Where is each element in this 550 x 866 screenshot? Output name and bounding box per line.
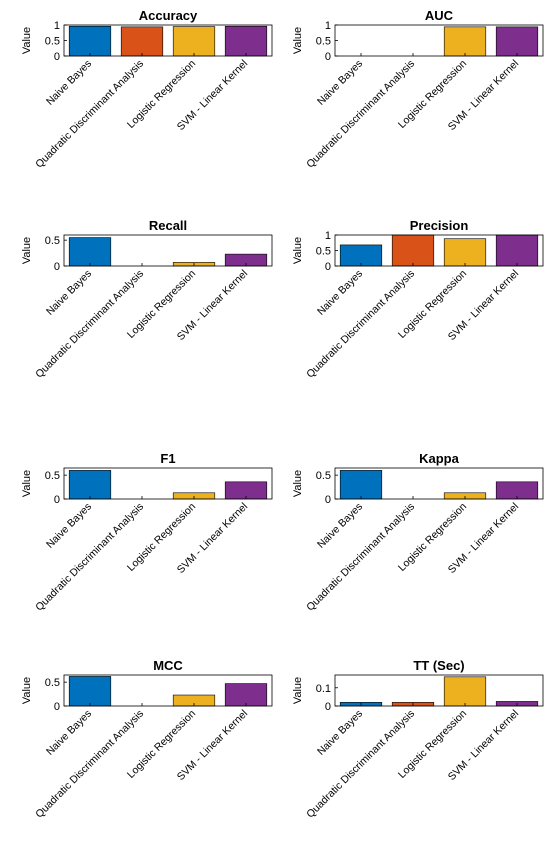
chart-precision-ytick-label-0: 0: [325, 261, 331, 273]
chart-f1-ytick-label-0: 0: [54, 494, 60, 506]
chart-precision-ytick-label-0-5: 0.5: [316, 246, 331, 258]
chart-mcc-bar-naive-bayes: [68, 676, 112, 707]
chart-auc-ylabel: Value: [292, 27, 304, 54]
chart-kappa-axes-box: [334, 467, 544, 500]
chart-auc-ytick-label-1: 1: [325, 20, 331, 32]
chart-tt-sec-title: TT (Sec): [413, 658, 464, 673]
chart-recall-ytick-label-0-5: 0.5: [45, 235, 60, 247]
chart-tt-sec-ytick-label-0-1: 0.1: [316, 683, 331, 695]
chart-auc-bar-svm-linear-kernel: [495, 26, 539, 57]
chart-precision-xlabel-quadratic-discriminant-analysis: Quadratic Discriminant Analysis: [304, 268, 417, 381]
chart-auc-xlabel-naive-bayes: Naive Bayes: [315, 58, 365, 108]
chart-auc-xlabel-quadratic-discriminant-analysis: Quadratic Discriminant Analysis: [304, 58, 417, 171]
chart-precision-ylabel: Value: [292, 237, 304, 264]
chart-precision-ytick-label-1: 1: [325, 230, 331, 242]
chart-accuracy-ylabel: Value: [21, 27, 33, 54]
chart-accuracy-title: Accuracy: [139, 8, 198, 23]
chart-recall-xlabel-naive-bayes: Naive Bayes: [44, 268, 94, 318]
chart-accuracy-ytick-label-0: 0: [54, 51, 60, 63]
chart-mcc-ylabel: Value: [21, 677, 33, 704]
chart-recall-xlabel-quadratic-discriminant-analysis: Quadratic Discriminant Analysis: [33, 268, 146, 381]
chart-precision: Precision 0 0.5 1 Value Naive BayesQuadratic …: [292, 218, 544, 381]
chart-precision-bar-logistic-regression: [443, 238, 487, 267]
chart-f1-xlabel-quadratic-discriminant-analysis: Quadratic Discriminant Analysis: [33, 501, 146, 614]
chart-precision-bar-naive-bayes: [339, 244, 383, 267]
chart-mcc-xlabel-quadratic-discriminant-analysis: Quadratic Discriminant Analysis: [33, 708, 146, 821]
chart-mcc-xlabel-naive-bayes: Naive Bayes: [44, 708, 94, 758]
chart-precision-title: Precision: [410, 218, 469, 233]
chart-kappa-title: Kappa: [419, 451, 460, 466]
chart-accuracy-ytick-label-1: 1: [54, 20, 60, 32]
chart-accuracy-bar-svm-linear-kernel: [224, 25, 268, 57]
chart-accuracy-xlabel-naive-bayes: Naive Bayes: [44, 58, 94, 108]
chart-auc-bar-logistic-regression: [443, 26, 487, 57]
chart-tt-sec-bar-logistic-regression: [443, 676, 487, 707]
chart-tt-sec-xlabel-quadratic-discriminant-analysis: Quadratic Discriminant Analysis: [304, 708, 417, 821]
chart-accuracy-bar-logistic-regression: [172, 26, 216, 57]
chart-auc-title: AUC: [425, 8, 454, 23]
chart-f1-axes-box: [63, 467, 273, 500]
chart-tt-sec-xlabel-naive-bayes: Naive Bayes: [315, 708, 365, 758]
chart-accuracy-bar-naive-bayes: [68, 25, 112, 57]
chart-tt-sec-ytick-label-0: 0: [325, 701, 331, 713]
chart-f1-bar-naive-bayes: [68, 470, 112, 500]
chart-precision-xlabel-naive-bayes: Naive Bayes: [315, 268, 365, 318]
chart-auc-ytick-label-0-5: 0.5: [316, 36, 331, 48]
chart-kappa-ytick-label-0-5: 0.5: [316, 470, 331, 482]
chart-f1-title: F1: [160, 451, 175, 466]
chart-kappa-ylabel: Value: [292, 470, 304, 497]
chart-mcc-title: MCC: [153, 658, 183, 673]
chart-kappa-bar-naive-bayes: [339, 470, 383, 500]
chart-mcc-axes-box: [63, 674, 273, 707]
chart-tt-sec-axes-box: [334, 674, 544, 707]
chart-recall-ytick-label-0: 0: [54, 261, 60, 273]
chart-mcc-ytick-label-0: 0: [54, 701, 60, 713]
chart-precision-bar-svm-linear-kernel: [495, 234, 539, 267]
chart-recall-title: Recall: [149, 218, 187, 233]
chart-kappa-ytick-label-0: 0: [325, 494, 331, 506]
chart-accuracy-bar-quadratic-discriminant-analysis: [120, 26, 164, 57]
chart-recall-ylabel: Value: [21, 237, 33, 264]
chart-f1-xlabel-naive-bayes: Naive Bayes: [44, 501, 94, 551]
chart-mcc-bar-svm-linear-kernel: [224, 683, 268, 707]
chart-mcc-ytick-label-0-5: 0.5: [45, 677, 60, 689]
chart-precision-bar-quadratic-discriminant-analysis: [391, 234, 435, 267]
chart-recall-bar-naive-bayes: [68, 237, 112, 267]
chart-auc-ytick-label-0: 0: [325, 51, 331, 63]
chart-f1-ylabel: Value: [21, 470, 33, 497]
chart-tt-sec-ylabel: Value: [292, 677, 304, 704]
chart-kappa-xlabel-quadratic-discriminant-analysis: Quadratic Discriminant Analysis: [304, 501, 417, 614]
chart-recall-axes-box: [63, 234, 273, 267]
chart-kappa-xlabel-naive-bayes: Naive Bayes: [315, 501, 365, 551]
chart-f1-ytick-label-0-5: 0.5: [45, 470, 60, 482]
chart-accuracy-ytick-label-0-5: 0.5: [45, 36, 60, 48]
chart-accuracy-xlabel-quadratic-discriminant-analysis: Quadratic Discriminant Analysis: [33, 58, 146, 171]
